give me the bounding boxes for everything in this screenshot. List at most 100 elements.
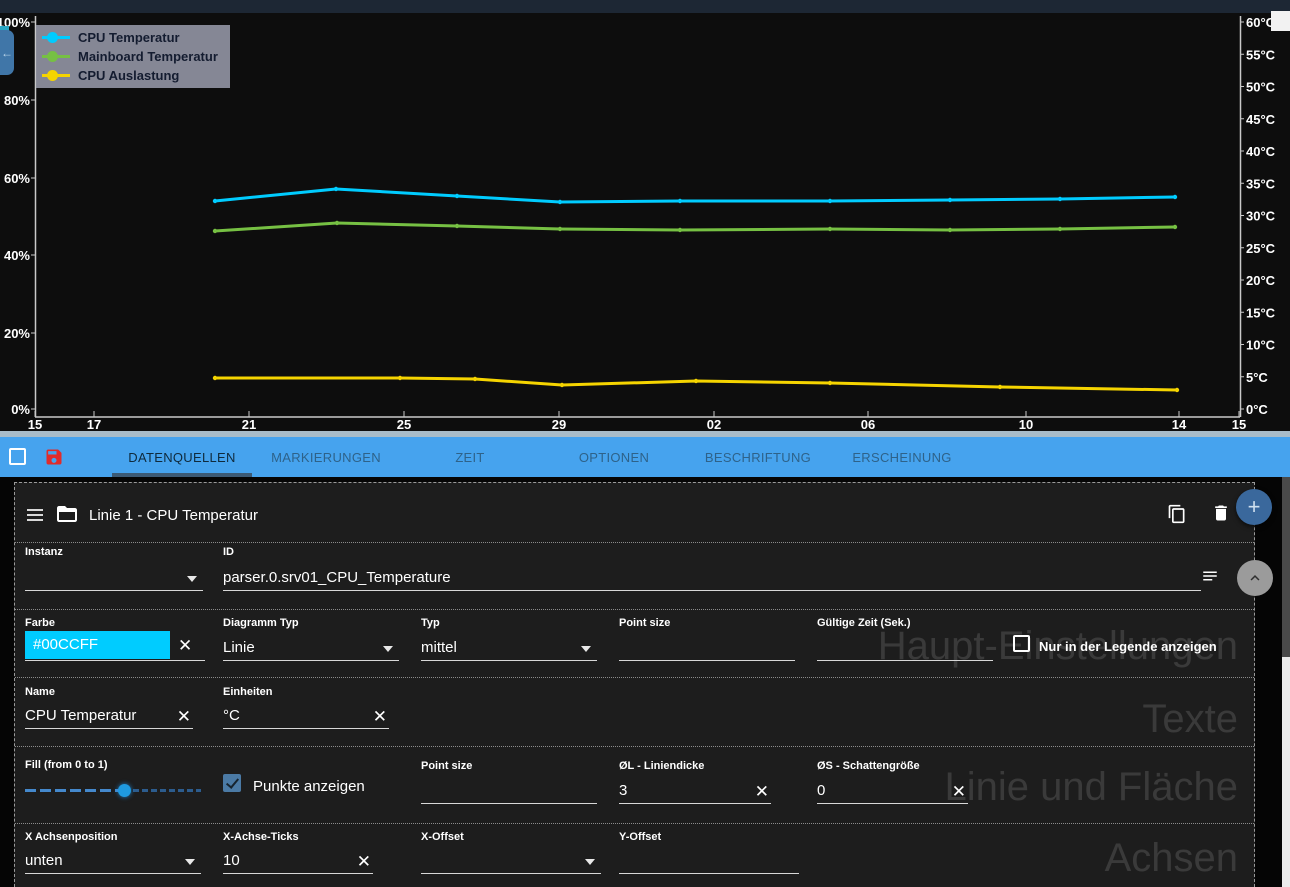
- chevron-down-icon: [185, 859, 195, 865]
- row-separator: [15, 609, 1254, 610]
- liniendicke-input[interactable]: 3 ✕: [619, 776, 771, 804]
- x-achse-ticks-input[interactable]: 10 ✕: [223, 846, 373, 874]
- fill-slider[interactable]: [25, 783, 201, 797]
- svg-text:30°C: 30°C: [1246, 209, 1276, 224]
- svg-text:60%: 60%: [4, 171, 30, 186]
- punkte-anzeigen-checkbox[interactable]: [223, 774, 241, 792]
- save-button[interactable]: [44, 447, 64, 467]
- gueltige-zeit-input[interactable]: [817, 633, 993, 661]
- legend-label: CPU Auslastung: [78, 68, 180, 83]
- svg-text:17: 17: [87, 417, 101, 431]
- chevron-up-icon: [1250, 575, 1260, 581]
- scrollbar-thumb[interactable]: [1282, 657, 1290, 887]
- tab-erscheinung[interactable]: ERSCHEINUNG: [852, 449, 952, 465]
- select-checkbox[interactable]: [9, 448, 26, 465]
- chevron-down-icon: [581, 646, 591, 652]
- schattengroesse-label: ØS - Schattengröße: [817, 760, 920, 772]
- line-title: Linie 1 - CPU Temperatur: [89, 507, 258, 524]
- legend-item[interactable]: CPU Auslastung: [42, 66, 218, 85]
- svg-text:25°C: 25°C: [1246, 241, 1276, 256]
- y-offset-label: Y-Offset: [619, 831, 662, 843]
- watermark-linie-und-flaeche: Linie und Fläche: [944, 765, 1238, 809]
- farbe-label: Farbe: [25, 617, 55, 629]
- tab-datenquellen[interactable]: DATENQUELLEN: [110, 437, 254, 477]
- instanz-select[interactable]: [25, 563, 203, 591]
- clear-icon[interactable]: ✕: [178, 636, 193, 655]
- point-size-label: Point size: [619, 617, 671, 629]
- chart-legend[interactable]: CPU Temperatur Mainboard Temperatur CPU Au…: [36, 25, 230, 88]
- x-offset-select[interactable]: [421, 846, 601, 874]
- svg-text:0°C: 0°C: [1246, 402, 1268, 417]
- tab-zeit[interactable]: ZEIT: [455, 449, 485, 465]
- slider-thumb[interactable]: [118, 784, 131, 797]
- nur-legende-label: Nur in der Legende anzeigen: [1039, 639, 1217, 654]
- tab-markierungen[interactable]: MARKIERUNGEN: [271, 449, 381, 465]
- add-line-button[interactable]: +: [1236, 489, 1272, 525]
- legend-marker-icon: [42, 51, 70, 62]
- point-size-input[interactable]: [619, 633, 795, 661]
- x-achsenposition-label: X Achsenposition: [25, 831, 118, 843]
- collapse-line-button[interactable]: [1237, 560, 1273, 596]
- einheiten-input[interactable]: °C ✕: [223, 701, 389, 729]
- farbe-color-input[interactable]: #00CCFF: [25, 631, 170, 659]
- liniendicke-label: ØL - Liniendicke: [619, 760, 705, 772]
- schattengroesse-input[interactable]: 0 ✕: [817, 776, 968, 804]
- svg-text:15°C: 15°C: [1246, 305, 1276, 320]
- arrow-left-icon: ←: [1, 45, 13, 60]
- svg-text:14: 14: [1172, 417, 1187, 431]
- typ-label: Typ: [421, 617, 440, 629]
- delete-button[interactable]: [1211, 503, 1231, 523]
- x-offset-label: X-Offset: [421, 831, 464, 843]
- punkte-anzeigen-label: Punkte anzeigen: [253, 778, 365, 795]
- legend-marker-icon: [42, 70, 70, 81]
- svg-text:60°C: 60°C: [1246, 15, 1276, 30]
- watermark-achsen: Achsen: [1104, 836, 1238, 880]
- clear-icon[interactable]: ✕: [372, 707, 387, 726]
- clear-icon[interactable]: ✕: [754, 782, 769, 801]
- tab-beschriftung[interactable]: BESCHRIFTUNG: [704, 449, 812, 465]
- svg-text:0%: 0%: [11, 402, 30, 417]
- svg-text:55°C: 55°C: [1246, 47, 1276, 62]
- line-settings-card: Haupt-Einstellungen Texte Linie und Fläc…: [14, 482, 1255, 887]
- chevron-down-icon: [383, 646, 393, 652]
- select-id-button[interactable]: [1201, 567, 1219, 585]
- sidebar-collapse-button[interactable]: ←: [0, 30, 14, 75]
- clear-icon[interactable]: ✕: [951, 782, 966, 801]
- svg-text:20°C: 20°C: [1246, 273, 1276, 288]
- id-label: ID: [223, 546, 234, 558]
- x-achse-ticks-label: X-Achse-Ticks: [223, 831, 299, 843]
- settings-tabbar: DATENQUELLEN MARKIERUNGEN ZEIT OPTIONEN BESC…: [0, 437, 1290, 477]
- drag-handle-icon[interactable]: [27, 509, 43, 521]
- svg-text:25: 25: [397, 417, 411, 431]
- diagramm-typ-select[interactable]: Linie: [223, 633, 399, 661]
- legend-item[interactable]: Mainboard Temperatur: [42, 47, 218, 66]
- clear-icon[interactable]: ✕: [356, 852, 371, 871]
- fill-label: Fill (from 0 to 1): [25, 759, 108, 771]
- folder-open-icon[interactable]: [55, 502, 79, 526]
- x-achsenposition-select[interactable]: unten: [25, 846, 201, 874]
- divider-strip: [0, 431, 1290, 437]
- y-offset-input[interactable]: [619, 846, 799, 874]
- legend-item[interactable]: CPU Temperatur: [42, 28, 218, 47]
- clear-icon[interactable]: ✕: [176, 707, 191, 726]
- nur-legende-checkbox[interactable]: [1013, 635, 1030, 652]
- chart-canvas[interactable]: 100%80%60%40%20%0%60°C55°C50°C45°C40°C35…: [0, 0, 1290, 431]
- row-separator: [15, 542, 1254, 543]
- plus-icon: +: [1247, 494, 1261, 519]
- svg-text:06: 06: [861, 417, 875, 431]
- row-separator: [15, 746, 1254, 747]
- point-size-label-2: Point size: [421, 760, 473, 772]
- typ-select[interactable]: mittel: [421, 633, 597, 661]
- svg-text:21: 21: [242, 417, 256, 431]
- legend-marker-icon: [42, 32, 70, 43]
- svg-text:10: 10: [1019, 417, 1033, 431]
- chevron-down-icon: [585, 859, 595, 865]
- gueltige-zeit-label: Gültige Zeit (Sek.): [817, 617, 911, 629]
- svg-text:02: 02: [707, 417, 721, 431]
- point-size-input-2[interactable]: [421, 776, 597, 804]
- tab-optionen[interactable]: OPTIONEN: [578, 449, 650, 465]
- name-input[interactable]: CPU Temperatur ✕: [25, 701, 193, 729]
- copy-button[interactable]: [1167, 504, 1187, 524]
- legend-label: CPU Temperatur: [78, 30, 180, 45]
- id-input[interactable]: parser.0.srv01_CPU_Temperature: [223, 563, 1201, 591]
